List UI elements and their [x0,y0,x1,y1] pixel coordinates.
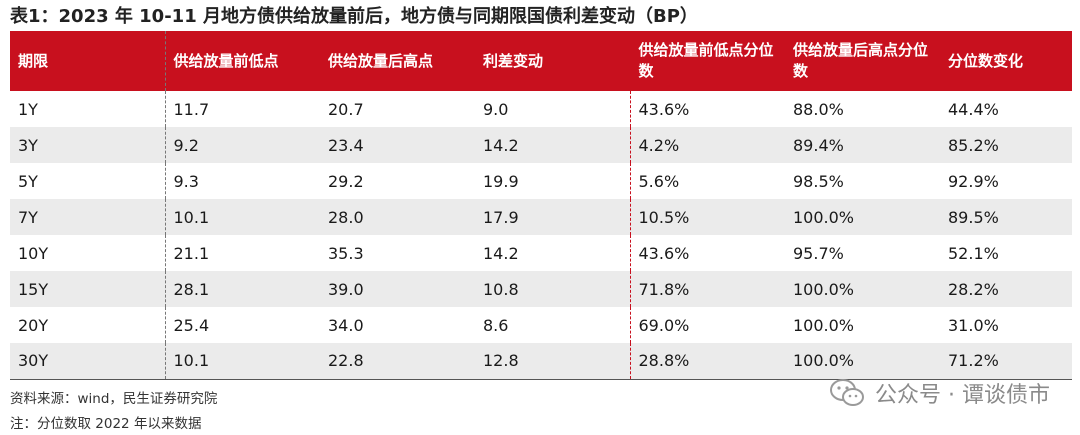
table-cell: 35.3 [328,243,364,263]
header-tenor: 期限 [18,51,49,70]
header-low-before: 供给放量前低点 [164,31,320,91]
table-cell: 44.4% [948,99,999,119]
table-cell: 30Y [18,351,49,371]
table-header-row: 期限 供给放量前低点 供给放量后高点 利差变动 供给放量前低点分位数 供给放量后… [10,31,1072,91]
table-cell: 28.8% [629,343,785,379]
watermark-text: 公众号 · 谭谈债市 [875,383,1050,408]
table-cell: 1Y [18,99,38,119]
table-cell: 28.0 [328,207,364,227]
table-cell: 28.2% [948,279,999,299]
table-cell: 71.8% [629,271,785,307]
table-cell: 43.6% [629,91,785,127]
table-cell: 3Y [18,135,38,155]
table-cell: 9.2 [164,127,320,163]
table-cell: 100.0% [793,279,855,299]
table-cell: 12.8 [483,351,519,371]
table-cell: 69.0% [629,307,785,343]
table-cell: 28.1 [164,271,320,307]
table-row: 20Y 25.4 34.0 8.6 69.0% 100.0% 31.0% [10,307,1072,343]
table-cell: 92.9% [948,171,999,191]
table-row: 30Y 10.1 22.8 12.8 28.8% 100.0% 71.2% [10,343,1072,379]
table-row: 3Y 9.2 23.4 14.2 4.2% 89.4% 85.2% [10,127,1072,163]
table-row: 1Y 11.7 20.7 9.0 43.6% 88.0% 44.4% [10,91,1072,127]
table-cell: 15Y [18,279,49,299]
header-high-percentile: 供给放量后高点分位数 [793,41,929,80]
table-cell: 10Y [18,243,49,263]
table-cell: 9.3 [164,163,320,199]
table-cell: 100.0% [793,315,855,335]
table-cell: 23.4 [328,135,364,155]
table-cell: 10.5% [629,199,785,235]
table-title: 表1：2023 年 10-11 月地方债供给放量前后，地方债与同期限国债利差变动… [10,6,698,27]
table-cell: 20.7 [328,99,364,119]
table-cell: 22.8 [328,351,364,371]
table-cell: 98.5% [793,171,844,191]
table-cell: 8.6 [483,315,509,335]
table-cell: 20Y [18,315,49,335]
table-cell: 5Y [18,171,38,191]
table-cell: 29.2 [328,171,364,191]
table-cell: 10.1 [164,343,320,379]
source-note: 资料来源：wind，民生证券研究院 [10,391,218,407]
table-cell: 14.2 [483,243,519,263]
table-cell: 9.0 [483,99,509,119]
table-cell: 25.4 [164,307,320,343]
table-row: 10Y 21.1 35.3 14.2 43.6% 95.7% 52.1% [10,235,1072,271]
header-low-percentile: 供给放量前低点分位数 [629,31,785,91]
table-cell: 7Y [18,207,38,227]
table-cell: 88.0% [793,99,844,119]
table-cell: 31.0% [948,315,999,335]
footnote: 注：分位数取 2022 年以来数据 [10,416,202,432]
table-cell: 100.0% [793,351,855,371]
table-row: 7Y 10.1 28.0 17.9 10.5% 100.0% 89.5% [10,199,1072,235]
table-cell: 11.7 [164,91,320,127]
table-cell: 5.6% [629,163,785,199]
table-cell: 85.2% [948,135,999,155]
table-cell: 19.9 [483,171,519,191]
table-row: 15Y 28.1 39.0 10.8 71.8% 100.0% 28.2% [10,271,1072,307]
table-cell: 39.0 [328,279,364,299]
spread-table: 期限 供给放量前低点 供给放量后高点 利差变动 供给放量前低点分位数 供给放量后… [10,31,1072,380]
header-percentile-change: 分位数变化 [948,51,1024,70]
table-cell: 100.0% [793,207,855,227]
table-cell: 4.2% [629,127,785,163]
wechat-icon [830,379,865,406]
table-cell: 21.1 [164,235,320,271]
watermark: 公众号 · 谭谈债市 [829,376,1050,410]
table-cell: 10.8 [483,279,519,299]
table-cell: 17.9 [483,207,519,227]
table-cell: 71.2% [948,351,999,371]
table-cell: 43.6% [629,235,785,271]
table-cell: 89.4% [793,135,844,155]
header-high-after: 供给放量后高点 [328,51,434,70]
table-cell: 89.5% [948,207,999,227]
table-cell: 10.1 [164,199,320,235]
table-cell: 95.7% [793,243,844,263]
table-cell: 52.1% [948,243,999,263]
table-cell: 34.0 [328,315,364,335]
header-spread-change: 利差变动 [483,51,544,70]
table-cell: 14.2 [483,135,519,155]
table-row: 5Y 9.3 29.2 19.9 5.6% 98.5% 92.9% [10,163,1072,199]
